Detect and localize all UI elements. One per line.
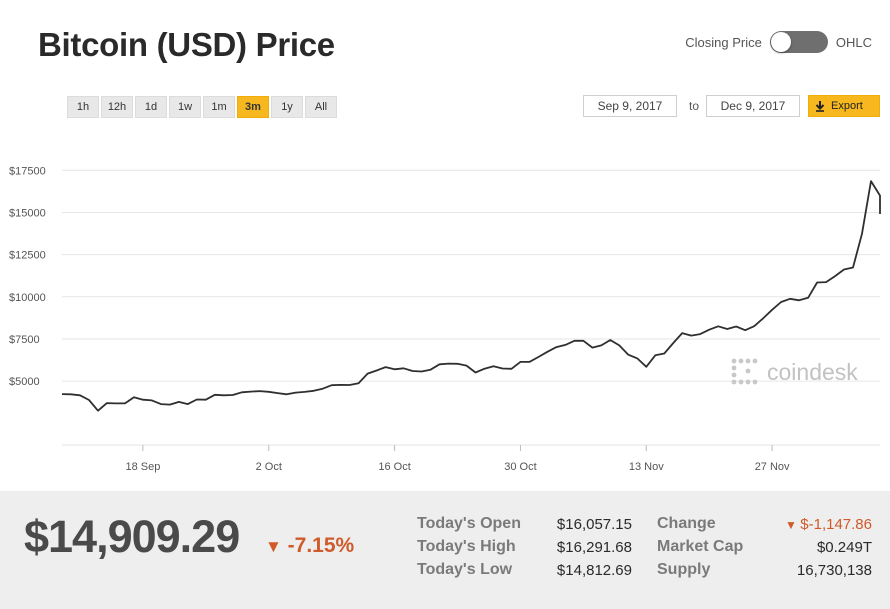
coindesk-logo-icon — [731, 358, 758, 385]
todays-open-value: $16,057.15 — [556, 516, 632, 533]
price-line — [61, 180, 881, 412]
range-button-all[interactable]: All — [305, 96, 337, 118]
price-type-toggle-group: Closing Price OHLC — [685, 31, 872, 53]
download-icon — [815, 100, 825, 112]
coindesk-watermark: coindesk — [731, 358, 858, 385]
x-tick-label: 30 Oct — [504, 461, 536, 473]
y-tick-label: $15000 — [9, 207, 46, 219]
export-label: Export — [831, 100, 863, 112]
range-button-1w[interactable]: 1w — [169, 96, 201, 118]
market-cap-value: $0.249T — [816, 539, 872, 556]
toggle-knob — [770, 32, 791, 52]
todays-high-value: $16,291.68 — [556, 539, 632, 556]
supply-value: 16,730,138 — [796, 562, 872, 579]
x-axis-ticks: 18 Sep 2 Oct 16 Oct 30 Oct 13 Nov 27 Nov — [125, 445, 790, 473]
todays-open-label: Today's Open — [417, 515, 521, 532]
down-triangle-icon: ▼ — [785, 518, 801, 532]
down-triangle-icon: ▼ — [265, 537, 282, 556]
price-chart: $5000 $7500 $10000 $12500 $15000 $17500 18 Se… — [9, 165, 881, 473]
price-type-toggle[interactable] — [769, 31, 828, 53]
range-button-1d[interactable]: 1d — [135, 96, 167, 118]
range-button-1m[interactable]: 1m — [203, 96, 235, 118]
page-title: Bitcoin (USD) Price — [38, 26, 335, 63]
chart-grid — [62, 169, 880, 446]
change-label: Change — [657, 515, 716, 532]
todays-low-label: Today's Low — [417, 561, 513, 578]
y-tick-label: $17500 — [9, 165, 46, 177]
x-tick-label: 16 Oct — [378, 461, 410, 473]
y-tick-label: $7500 — [9, 334, 40, 346]
todays-low-value: $14,812.69 — [556, 562, 632, 579]
y-axis-labels: $5000 $7500 $10000 $12500 $15000 $17500 — [9, 165, 46, 388]
time-range-selector: 1h 12h 1d 1w 1m 3m 1y All — [67, 96, 337, 118]
range-button-1y[interactable]: 1y — [271, 96, 303, 118]
stats-panel: $14,909.29 ▼ -7.15% Today's Open $16,057… — [0, 491, 890, 609]
range-button-1h[interactable]: 1h — [67, 96, 99, 118]
current-price: $14,909.29 — [24, 511, 240, 562]
x-tick-label: 13 Nov — [629, 461, 664, 473]
supply-label: Supply — [657, 561, 711, 578]
date-from-input[interactable]: Sep 9, 2017 — [583, 95, 677, 117]
change-value: ▼ $-1,147.86 — [785, 516, 872, 533]
y-tick-label: $5000 — [9, 376, 40, 388]
y-tick-label: $12500 — [9, 250, 46, 262]
watermark-text: coindesk — [767, 359, 858, 385]
todays-high-label: Today's High — [417, 538, 516, 555]
date-to-label: to — [689, 99, 700, 113]
range-button-12h[interactable]: 12h — [101, 96, 133, 118]
x-tick-label: 27 Nov — [755, 461, 790, 473]
ohlc-label: OHLC — [835, 34, 872, 50]
change-amount: $-1,147.86 — [800, 516, 872, 533]
range-button-3m[interactable]: 3m — [237, 96, 269, 118]
date-to-input[interactable]: Dec 9, 2017 — [706, 95, 800, 117]
export-button[interactable]: Export — [808, 95, 880, 117]
y-tick-label: $10000 — [9, 292, 46, 304]
x-tick-label: 2 Oct — [256, 461, 282, 473]
market-cap-label: Market Cap — [657, 538, 744, 555]
change-percent-value: -7.15% — [287, 534, 355, 557]
closing-price-label: Closing Price — [685, 34, 762, 50]
price-change-percent: ▼ -7.15% — [265, 534, 354, 558]
x-tick-label: 18 Sep — [125, 461, 160, 473]
